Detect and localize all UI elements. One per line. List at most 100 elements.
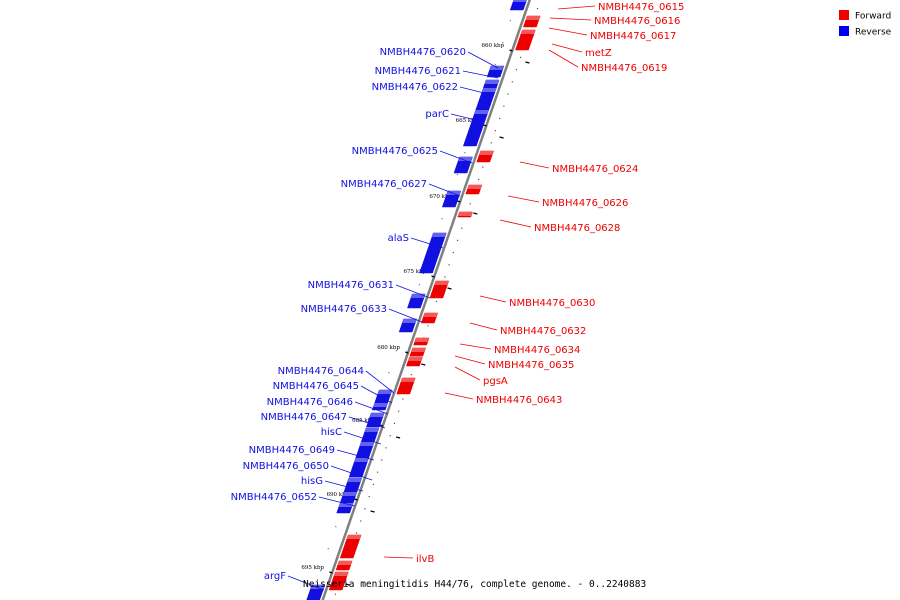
forward-gene-f-0626-highlight (467, 185, 482, 189)
leader-line (459, 343, 492, 350)
legend-reverse-label: Reverse (855, 28, 892, 38)
forward-gene-f-0634 (413, 337, 430, 346)
minor-dot (464, 152, 466, 154)
leader-line (454, 355, 486, 365)
gene-label-argf: argF (264, 571, 286, 582)
gene-label-hisg: hisG (301, 476, 323, 487)
gene-label-nmbh4476-0650: NMBH4476_0650 (243, 461, 329, 472)
leader-line (548, 49, 579, 68)
gene-label-parc: parC (425, 109, 449, 120)
gene-label-ilvb: ilvB (416, 554, 434, 565)
forward-gene-f-0635 (409, 347, 426, 357)
gene-label-nmbh4476-0622: NMBH4476_0622 (372, 82, 458, 93)
kbp-tick-mark (483, 124, 487, 127)
gene-label-nmbh4476-0617: NMBH4476_0617 (590, 31, 676, 42)
forward-gene-f-ilvB-b-highlight (337, 561, 353, 565)
minor-dot (478, 178, 480, 180)
forward-gene-f-pgsA-highlight (408, 357, 423, 361)
minor-dot (482, 166, 484, 168)
minor-dot (469, 203, 471, 205)
minor-dot (389, 435, 391, 437)
kbp-tick-label: 660 kbp (481, 43, 504, 49)
gene-label-nmbh4476-0625: NMBH4476_0625 (352, 146, 438, 157)
minor-dot (507, 93, 509, 95)
genome-caption: Neisseria meningitidis H44/76, complete … (303, 579, 646, 590)
minor-dot (355, 532, 358, 534)
leader-line (548, 27, 588, 36)
kbp-tick-mark (395, 436, 401, 439)
leader-line (454, 366, 481, 381)
reverse-gene-r-0622-highlight (481, 88, 497, 92)
kbp-tick-label: 695 kbp (301, 565, 324, 571)
leader-line (388, 308, 423, 323)
minor-dot (456, 174, 458, 176)
leader-line (360, 385, 393, 404)
reverse-gene-r-0649-highlight (354, 458, 369, 462)
reverse-gene-r-0650-highlight (347, 478, 362, 482)
reverse-gene-r-0625-highlight (458, 157, 473, 161)
minor-dot (368, 496, 370, 498)
kbp-tick-label: 670 kbp (429, 194, 452, 200)
leader-line (459, 86, 493, 96)
legend-forward-swatch (839, 10, 849, 20)
kbp-tick-mark (405, 351, 409, 354)
forward-gene-f-0634-highlight (414, 338, 430, 342)
forward-gene-f-0643 (396, 377, 416, 395)
reverse-gene-r-hisG-highlight (342, 492, 357, 496)
gene-label-nmbh4476-0645: NMBH4476_0645 (273, 381, 359, 392)
legend-reverse-swatch (839, 26, 849, 36)
gene-label-nmbh4476-0626: NMBH4476_0626 (542, 198, 628, 209)
gene-label-metz: metZ (585, 48, 612, 59)
gene-label-nmbh4476-0619: NMBH4476_0619 (581, 63, 667, 74)
minor-dot (395, 350, 398, 352)
reverse-gene-r-0620-highlight (489, 66, 504, 70)
forward-gene-f-last (328, 571, 349, 591)
minor-dot (427, 325, 429, 327)
kbp-tick-label: 675 kbp (404, 269, 427, 275)
kbp-tick-mark (329, 571, 333, 574)
minor-dot (393, 422, 396, 424)
forward-gene-f-0616-highlight (525, 16, 541, 20)
minor-dot (441, 218, 443, 220)
leader-line (462, 70, 499, 79)
minor-dot (511, 81, 513, 83)
minor-dot (385, 447, 387, 449)
kbp-tick-mark (447, 287, 452, 290)
minor-dot (444, 276, 446, 278)
forward-gene-f-0628-highlight (458, 212, 473, 216)
minor-dot (452, 252, 454, 254)
forward-gene-f-0626 (465, 184, 483, 195)
reverse-gene-r-0644-highlight (377, 390, 393, 394)
minor-dot (398, 410, 400, 412)
gene-label-nmbh4476-0624: NMBH4476_0624 (552, 164, 638, 175)
kbp-tick-mark (354, 498, 358, 501)
gene-label-hisc: hisC (321, 427, 342, 438)
leader-line (557, 5, 596, 10)
gene-label-nmbh4476-0632: NMBH4476_0632 (500, 326, 586, 337)
kbp-tick-mark (421, 363, 426, 366)
kbp-tick-label: 690 kbp (327, 492, 350, 498)
reverse-gene-r-0647-highlight (364, 428, 380, 432)
kbp-tick-mark (345, 583, 350, 586)
kbp-tick-mark (457, 200, 461, 203)
gene-label-nmbh4476-0649: NMBH4476_0649 (249, 445, 335, 456)
gene-label-alas: alaS (388, 233, 409, 244)
leader-line (439, 150, 473, 164)
minor-dot (435, 300, 438, 302)
gene-label-nmbh4476-0628: NMBH4476_0628 (534, 223, 620, 234)
leader-line (450, 113, 485, 123)
reverse-gene-r-hisC-highlight (359, 442, 375, 446)
leader-line (428, 183, 461, 197)
gene-label-nmbh4476-0647: NMBH4476_0647 (261, 412, 347, 423)
minor-dot (515, 69, 518, 71)
minor-dot (402, 398, 404, 400)
legend: Forward Reverse (839, 10, 892, 38)
minor-dot (334, 593, 337, 595)
gene-label-nmbh4476-0615: NMBH4476_0615 (598, 2, 684, 13)
forward-gene-f-ilvB-b (335, 560, 353, 571)
gene-labels: NMBH4476_0615 NMBH4476_0616 NMBH4476_0617m… (231, 2, 684, 591)
minor-dot (520, 56, 522, 58)
forward-gene-f-last-highlight (333, 572, 349, 576)
minor-dot (494, 64, 496, 66)
kbp-tick-mark (431, 275, 435, 278)
